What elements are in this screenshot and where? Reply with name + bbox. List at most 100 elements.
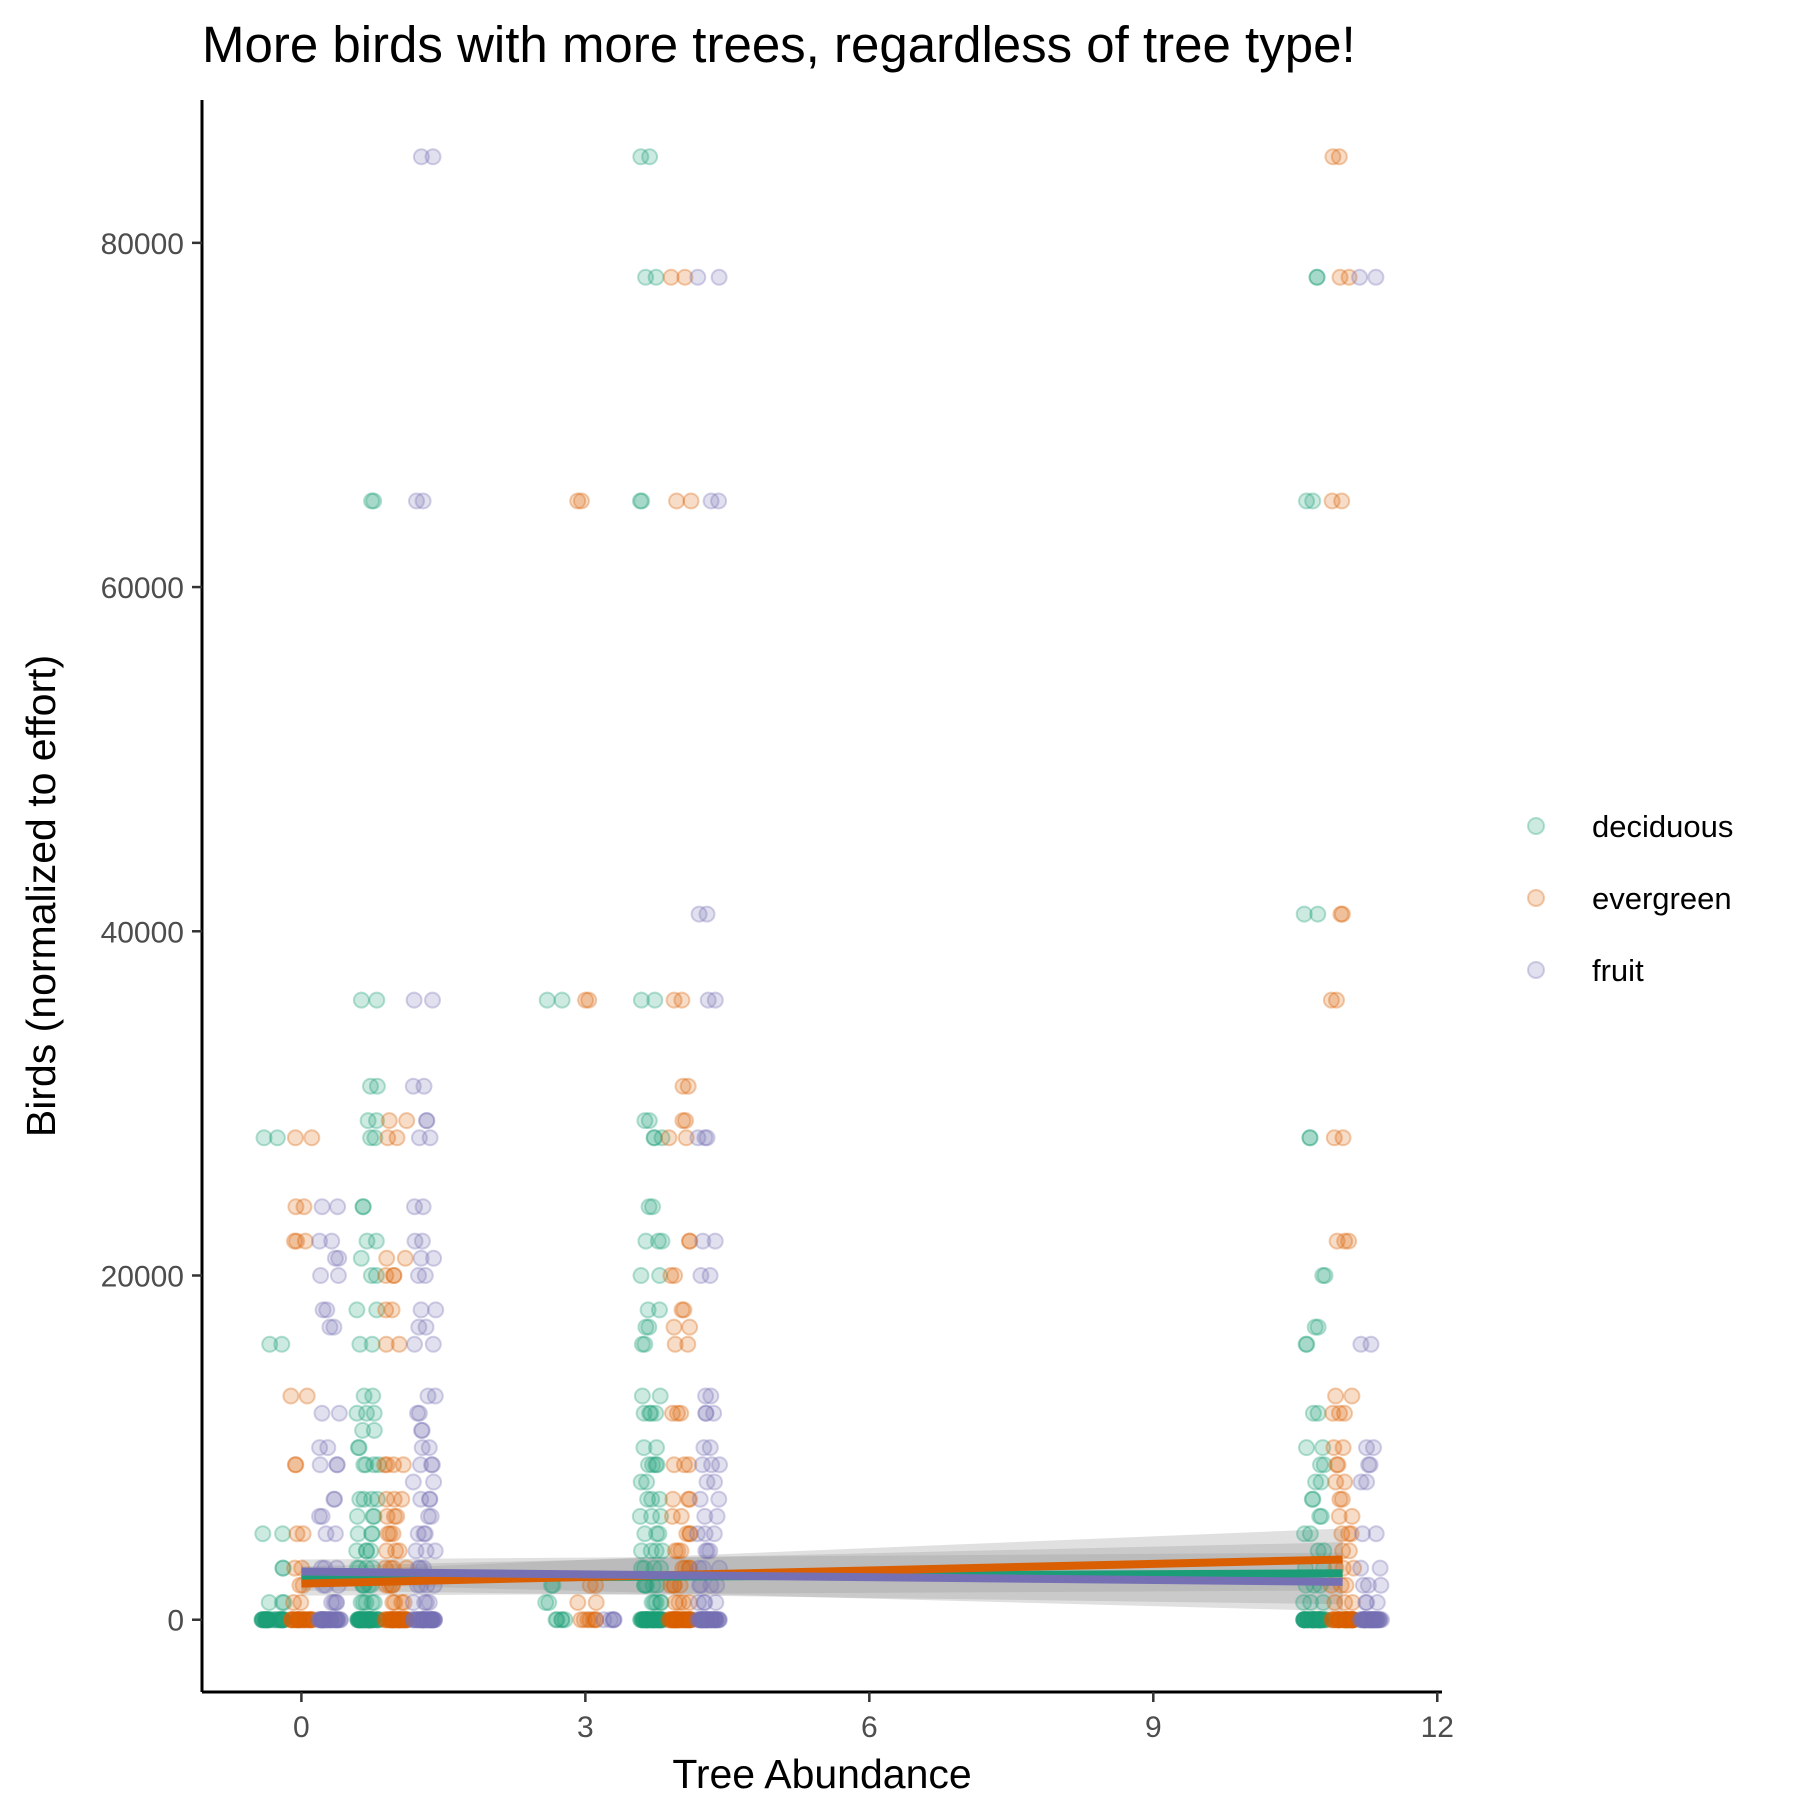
data-point-evergreen — [1340, 1542, 1358, 1560]
data-point-evergreen — [678, 1525, 696, 1543]
data-point-deciduous — [638, 1611, 656, 1629]
data-point-deciduous — [351, 1490, 369, 1508]
data-point-deciduous — [632, 1611, 650, 1629]
data-point-fruit — [693, 1456, 711, 1474]
data-point-fruit — [417, 1611, 435, 1629]
data-point-evergreen — [581, 1611, 599, 1629]
data-point-evergreen — [395, 1611, 413, 1629]
data-point-deciduous — [351, 1335, 369, 1353]
data-point-fruit — [1357, 1594, 1375, 1611]
data-point-fruit — [697, 1404, 715, 1422]
data-point-deciduous — [651, 1387, 669, 1405]
data-point-deciduous — [367, 1611, 385, 1629]
data-point-fruit — [415, 1611, 432, 1629]
data-point-deciduous — [359, 1112, 377, 1130]
data-point-evergreen — [674, 1077, 692, 1095]
data-point-fruit — [314, 1611, 332, 1629]
data-point-fruit — [323, 1232, 341, 1250]
data-point-evergreen — [294, 1611, 312, 1629]
data-point-evergreen — [669, 1404, 686, 1422]
data-point-evergreen — [295, 1611, 313, 1629]
data-point-evergreen — [390, 1335, 408, 1353]
data-point-fruit — [691, 1611, 708, 1629]
data-point-evergreen — [1340, 1611, 1358, 1629]
data-point-fruit — [425, 1611, 443, 1629]
data-point-deciduous — [1309, 1404, 1327, 1422]
data-point-evergreen — [671, 1611, 689, 1629]
data-point-fruit — [422, 1611, 440, 1629]
data-point-fruit — [426, 1611, 444, 1629]
data-point-deciduous — [1303, 1611, 1321, 1629]
data-point-fruit — [317, 1525, 335, 1543]
data-point-evergreen — [1333, 1525, 1351, 1543]
data-point-fruit — [1362, 1335, 1380, 1353]
data-point-fruit — [1367, 1611, 1385, 1629]
data-point-fruit — [1373, 1611, 1391, 1629]
data-point-evergreen — [679, 1490, 697, 1508]
data-point-evergreen — [682, 1611, 700, 1629]
data-point-evergreen — [666, 1611, 684, 1629]
data-point-fruit — [1366, 1611, 1384, 1629]
data-point-deciduous — [353, 1611, 370, 1629]
data-point-fruit — [331, 1611, 349, 1629]
y-tick-label: 80000 — [101, 228, 184, 261]
data-point-fruit — [330, 1404, 348, 1422]
data-point-fruit — [413, 1439, 431, 1457]
data-point-fruit — [692, 1267, 710, 1284]
data-point-evergreen — [577, 991, 595, 1009]
legend-key-deciduous — [1527, 817, 1545, 835]
data-point-fruit — [1352, 1473, 1370, 1491]
data-point-deciduous — [653, 1611, 670, 1629]
data-point-evergreen — [282, 1611, 300, 1629]
data-point-evergreen — [378, 1507, 396, 1525]
data-point-evergreen — [382, 1611, 399, 1629]
data-point-deciduous — [1311, 1611, 1329, 1629]
data-point-evergreen — [579, 1611, 597, 1629]
chart-title: More birds with more trees, regardless o… — [202, 16, 1356, 73]
data-point-deciduous — [351, 1611, 369, 1629]
data-point-fruit — [424, 148, 442, 166]
data-point-deciduous — [637, 1232, 655, 1250]
data-point-deciduous — [368, 1077, 386, 1095]
data-point-evergreen — [376, 1611, 394, 1629]
data-point-fruit — [319, 1439, 337, 1457]
data-point-evergreen — [662, 268, 680, 286]
data-point-evergreen — [284, 1611, 302, 1629]
data-point-evergreen — [666, 1594, 684, 1611]
data-point-fruit — [311, 1507, 328, 1525]
data-point-deciduous — [363, 1594, 381, 1611]
data-point-deciduous — [644, 1611, 662, 1629]
data-point-evergreen — [1333, 492, 1351, 510]
data-point-deciduous — [1296, 1611, 1314, 1629]
data-point-deciduous — [254, 1525, 272, 1543]
data-point-fruit — [425, 1611, 443, 1629]
data-point-deciduous — [361, 1611, 379, 1629]
data-point-evergreen — [1341, 1611, 1359, 1629]
data-point-evergreen — [287, 1611, 305, 1629]
data-point-deciduous — [646, 1611, 664, 1629]
data-point-fruit — [699, 1611, 716, 1629]
data-point-fruit — [690, 1594, 707, 1611]
data-point-fruit — [689, 1129, 707, 1147]
data-point-deciduous — [1310, 1611, 1328, 1629]
data-point-deciduous — [274, 1525, 292, 1543]
data-point-fruit — [699, 1611, 717, 1629]
data-point-fruit — [708, 1611, 726, 1629]
data-point-fruit — [1354, 1611, 1372, 1629]
data-point-deciduous — [632, 1267, 650, 1284]
data-point-deciduous — [633, 1387, 651, 1405]
data-point-deciduous — [649, 1611, 667, 1629]
data-point-evergreen — [391, 1611, 409, 1629]
data-point-fruit — [689, 268, 707, 286]
data-point-evergreen — [295, 1198, 313, 1216]
data-point-fruit — [424, 1611, 441, 1629]
data-point-evergreen — [378, 1490, 395, 1508]
data-point-evergreen — [1334, 1129, 1352, 1147]
data-point-fruit — [710, 1611, 728, 1629]
data-point-deciduous — [257, 1611, 275, 1629]
data-point-evergreen — [1325, 1129, 1343, 1147]
data-point-evergreen — [1339, 1611, 1357, 1629]
data-point-fruit — [1362, 1611, 1380, 1629]
data-point-evergreen — [584, 1611, 602, 1629]
